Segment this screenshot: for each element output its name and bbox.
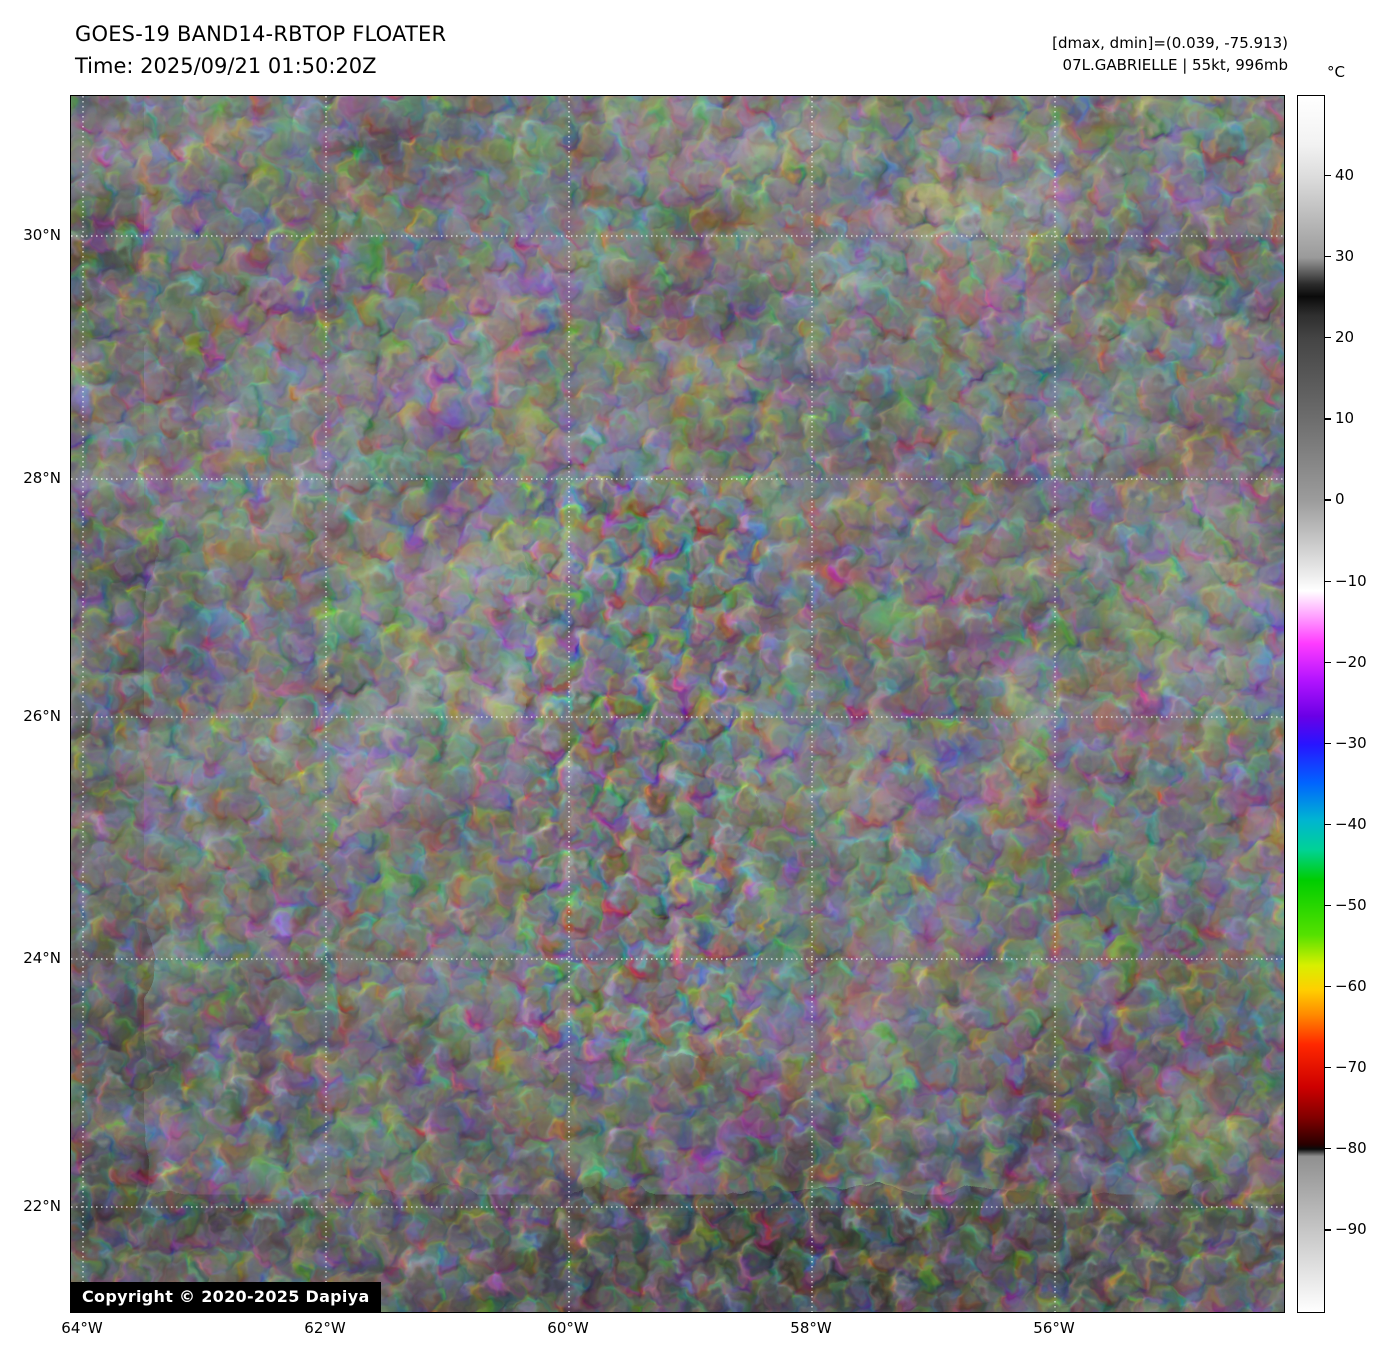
lon-tick-label: 64°W — [61, 1319, 103, 1337]
storm-core — [272, 184, 1284, 1066]
longitude-axis: 64°W 62°W 60°W 58°W 56°W — [61, 1319, 1283, 1343]
lon-tick-label: 60°W — [547, 1319, 589, 1337]
colorbar-tick-label: −40 — [1325, 814, 1367, 833]
lat-tick-label: 26°N — [23, 707, 61, 725]
lat-tick-label: 30°N — [23, 226, 61, 244]
latitude-axis: 30°N 28°N 26°N 24°N 22°N — [0, 95, 68, 1311]
lon-tick-label: 56°W — [1033, 1319, 1075, 1337]
colorbar-tick-label: −70 — [1325, 1058, 1367, 1077]
lat-tick-label: 22°N — [23, 1197, 61, 1215]
copyright-watermark: Copyright © 2020-2025 Dapiya — [71, 1282, 381, 1312]
map-frame: Copyright © 2020-2025 Dapiya — [70, 95, 1285, 1313]
colorbar-tick-label: −90 — [1325, 1220, 1367, 1239]
colorbar-tick-label: −30 — [1325, 733, 1367, 752]
colorbar-tick-label: −50 — [1325, 895, 1367, 914]
lat-tick-label: 24°N — [23, 949, 61, 967]
colorbar-tick-label: 10 — [1324, 409, 1355, 428]
header-meta: [dmax, dmin]=(0.039, -75.913) 07L.GABRIE… — [1052, 32, 1288, 76]
convective-specks — [79, 109, 1233, 1285]
storm-info: 07L.GABRIELLE | 55kt, 996mb — [1062, 56, 1288, 74]
colorbar-tick-label: −60 — [1325, 977, 1367, 995]
colorbar-tick-label: −20 — [1325, 652, 1367, 671]
colorbar-unit-label: °C — [1327, 63, 1345, 81]
colorbar-tick-label: 30 — [1324, 247, 1355, 266]
satellite-image — [71, 96, 1284, 1312]
gridlines — [71, 96, 1284, 1312]
page-title: GOES-19 BAND14-RBTOP FLOATER — [75, 22, 447, 46]
lat-tick-label: 28°N — [23, 469, 61, 487]
dmax-dmin-readout: [dmax, dmin]=(0.039, -75.913) — [1052, 34, 1288, 52]
colorbar-tick-label: −10 — [1325, 571, 1367, 590]
colorbar-tick-label: 0 — [1325, 490, 1345, 509]
colorbar-tick-label: 20 — [1324, 328, 1355, 347]
lon-tick-label: 58°W — [790, 1319, 832, 1337]
colorbar-gradient — [1297, 95, 1325, 1313]
colorbar-tick-label: 40 — [1324, 166, 1355, 184]
colorbar-tick-label: −80 — [1325, 1139, 1367, 1158]
timestamp: Time: 2025/09/21 01:50:20Z — [75, 54, 377, 78]
lon-tick-label: 62°W — [304, 1319, 346, 1337]
colorbar-ticks: 40 30 20 10 0 −10 −20 −30 −40 −50 −60 −70 −80 −90 — [1324, 95, 1389, 1311]
